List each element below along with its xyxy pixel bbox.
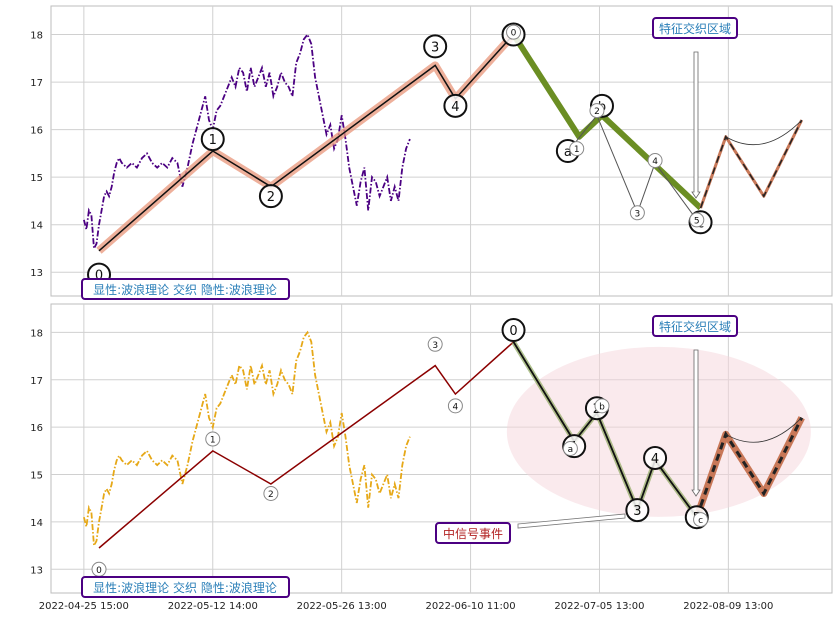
x-tick-label: 2022-08-09 13:00 (683, 601, 773, 612)
wave-label-circle (205, 431, 221, 447)
y-tick-label: 18 (30, 328, 43, 339)
y-tick-label: 16 (30, 126, 43, 137)
annotation-label: 显性:波浪理论 交织 隐性:波浪理论 (93, 282, 277, 297)
y-tick-label: 15 (30, 173, 43, 184)
wave-label-circle (501, 318, 526, 343)
y-tick-label: 17 (30, 376, 43, 387)
x-tick-label: 2022-05-12 14:00 (168, 601, 258, 612)
x-tick-label: 2022-07-05 13:00 (554, 601, 644, 612)
wave-label-circle (258, 184, 283, 209)
wave-up-line (98, 33, 515, 252)
y-tick-label: 16 (30, 423, 43, 434)
y-tick-label: 13 (30, 268, 43, 279)
projection-arc (725, 417, 802, 443)
wave-label-circle (689, 212, 705, 228)
x-tick-label: 2022-05-26 13:00 (297, 601, 387, 612)
event-frame (435, 522, 511, 544)
wave-label-3: 3 (431, 40, 439, 55)
x-tick-label: 2022-06-10 11:00 (426, 601, 516, 612)
feature-zone-box: 特征交织区域 (652, 17, 738, 39)
annotation-frame (81, 278, 290, 300)
wave-label-circle (200, 127, 225, 152)
wave-label-a: a (564, 145, 572, 160)
wave-label-circle (693, 512, 709, 528)
y-tick-label: 14 (30, 518, 43, 529)
wave-label-circle (625, 498, 650, 523)
projection-line (695, 417, 804, 518)
wave-label-circle (647, 153, 663, 169)
wave-label-circle (506, 24, 522, 40)
wave-label-c: c (698, 516, 703, 526)
wave-label-circle (423, 34, 448, 59)
wave-label-4: 4 (453, 402, 459, 412)
price-series-line (83, 32, 411, 252)
x-tick-label: 2022-04-25 15:00 (39, 601, 129, 612)
wave-label-circle (643, 445, 668, 470)
feature-arrow (691, 349, 701, 497)
top-panel: 131415161718012345abc012345特征交织区域显性:波浪理论… (30, 5, 833, 300)
highlight-ellipse (506, 346, 811, 517)
wave-label-circle (263, 486, 279, 502)
wave-label-3: 3 (432, 341, 438, 351)
annotation-box: 显性:波浪理论 交织 隐性:波浪理论 (81, 278, 290, 300)
wave-label-5: 5 (694, 216, 700, 226)
wave-label-0: 0 (509, 324, 517, 339)
wave-label-2: 2 (268, 490, 274, 500)
projection-line (699, 119, 803, 209)
event-label: 中信号事件 (443, 526, 503, 541)
wave-label-circle (569, 141, 585, 157)
wave-label-4: 4 (451, 100, 459, 115)
wave-label-a: a (568, 445, 574, 455)
wave-label-0: 0 (95, 269, 103, 284)
feature-zone-label: 特征交织区域 (659, 319, 731, 334)
wave-label-b: b (599, 402, 605, 412)
wave-up-line (98, 341, 515, 549)
y-tick-label: 17 (30, 78, 43, 89)
event-box: 中信号事件 (435, 522, 511, 544)
wave-label-1: 1 (574, 145, 580, 155)
annotation-label: 显性:波浪理论 交织 隐性:波浪理论 (93, 580, 277, 595)
wave-label-1: 1 (210, 436, 216, 446)
wave-label-circle (562, 441, 578, 456)
annotation-frame (81, 576, 290, 598)
y-tick-label: 15 (30, 471, 43, 482)
wave-label-circle (589, 103, 605, 119)
wave-down-line (512, 341, 698, 518)
feature-zone-frame (652, 315, 738, 337)
wave-label-2: 2 (594, 107, 600, 117)
feature-zone-frame (652, 17, 738, 39)
wave-label-3: 3 (633, 504, 641, 519)
feature-zone-box: 特征交织区域 (652, 315, 738, 337)
feature-zone-label: 特征交织区域 (659, 21, 731, 36)
wave-label-4: 4 (651, 452, 659, 467)
wave-label-4: 4 (652, 157, 658, 167)
wave-label-circle (427, 336, 443, 352)
wave-label-1: 1 (209, 133, 217, 148)
y-tick-label: 18 (30, 31, 43, 42)
annotation-box: 显性:波浪理论 交织 隐性:波浪理论 (81, 576, 290, 598)
feature-arrow (691, 51, 701, 199)
y-tick-label: 14 (30, 221, 43, 232)
wave-label-circle (629, 205, 645, 221)
wave-label-0: 0 (96, 566, 102, 576)
event-arrow (517, 513, 626, 529)
wave-label-3: 3 (635, 209, 641, 219)
bottom-panel: 2022-04-25 15:00 2022-05-12 14:00 2022-05-… (30, 303, 833, 612)
wave-label-2: 2 (267, 190, 275, 205)
price-series-line (83, 330, 411, 549)
wave-label-circle (447, 398, 463, 414)
projection-arc (725, 119, 802, 146)
wave-label-circle (594, 398, 610, 414)
wave-label-circle (443, 93, 468, 118)
wave-label-0: 0 (511, 29, 517, 39)
y-tick-label: 13 (30, 565, 43, 576)
